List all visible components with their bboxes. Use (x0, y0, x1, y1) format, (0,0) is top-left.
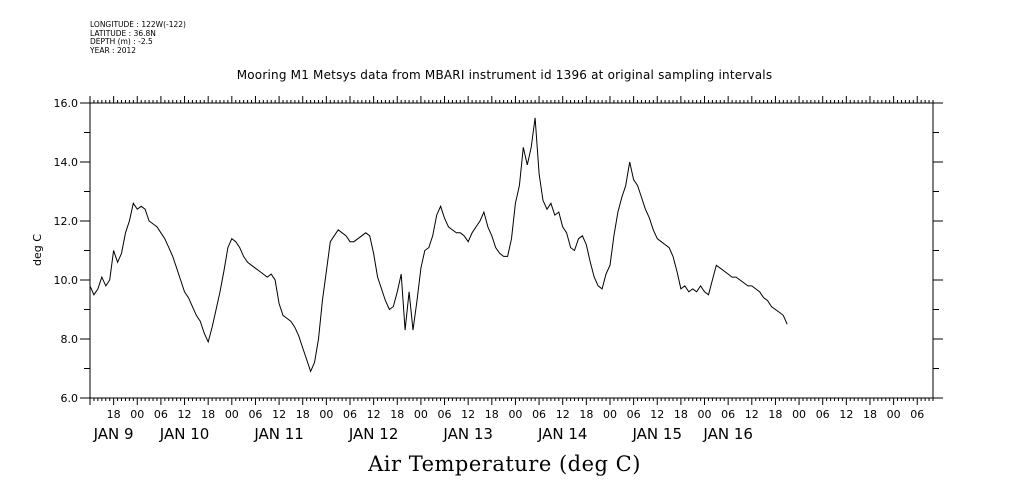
x-tick-label: 00 (414, 408, 428, 421)
x-day-label: JAN 11 (253, 425, 304, 443)
x-tick-label: 12 (178, 408, 192, 421)
x-day-label: JAN 15 (632, 425, 683, 443)
x-tick-label: 12 (367, 408, 381, 421)
meta-longitude: LONGITUDE : 122W(-122) (90, 20, 186, 29)
x-day-label: JAN 13 (442, 425, 493, 443)
x-tick-label: 12 (839, 408, 853, 421)
x-tick-label: 06 (532, 408, 546, 421)
x-tick-label: 00 (225, 408, 239, 421)
y-tick-label: 10.0 (54, 274, 79, 287)
y-tick-label: 16.0 (54, 97, 79, 110)
y-tick-label: 6.0 (61, 392, 79, 405)
meta-year: YEAR : 2012 (90, 45, 137, 55)
x-tick-label: 00 (319, 408, 333, 421)
meta-depth: DEPTH (m) : -2.5 (90, 37, 153, 47)
x-tick-label: 18 (485, 408, 499, 421)
series-line (89, 117, 788, 373)
x-tick-label: 12 (745, 408, 759, 421)
chart-title: Mooring M1 Metsys data from MBARI instru… (236, 68, 773, 82)
x-day-label: JAN 16 (702, 425, 753, 443)
x-tick-label: 12 (272, 408, 286, 421)
x-tick-label: 12 (461, 408, 475, 421)
x-tick-label: 18 (768, 408, 782, 421)
x-tick-label: 06 (248, 408, 262, 421)
x-tick-label: 06 (721, 408, 735, 421)
x-day-label: JAN 9 (93, 425, 134, 443)
x-tick-label: 18 (201, 408, 215, 421)
x-tick-label: 18 (674, 408, 688, 421)
x-tick-label: 18 (296, 408, 310, 421)
x-tick-label: 00 (508, 408, 522, 421)
x-tick-label: 06 (816, 408, 830, 421)
y-tick-label: 8.0 (61, 333, 79, 346)
x-tick-label: 18 (863, 408, 877, 421)
variable-label: Air Temperature (deg C) (368, 452, 641, 476)
x-tick-label: 18 (579, 408, 593, 421)
x-tick-label: 00 (603, 408, 617, 421)
x-tick-label: 06 (154, 408, 168, 421)
y-tick-label: 14.0 (54, 156, 79, 169)
plot-frame (89, 102, 934, 399)
x-tick-label: 06 (343, 408, 357, 421)
metadata-block: LONGITUDE : 122W(-122) LATITUDE : 36.8N … (90, 20, 186, 55)
x-tick-label: 06 (627, 408, 641, 421)
x-day-label: JAN 10 (159, 425, 210, 443)
y-tick-label: 12.0 (54, 215, 79, 228)
x-tick-label: 12 (650, 408, 664, 421)
x-tick-label: 06 (438, 408, 452, 421)
x-tick-label: 18 (390, 408, 404, 421)
x-tick-label: 00 (698, 408, 712, 421)
x-day-label: JAN 14 (537, 425, 588, 443)
x-tick-label: 12 (556, 408, 570, 421)
x-tick-label: 00 (130, 408, 144, 421)
x-tick-label: 00 (792, 408, 806, 421)
x-tick-label: 18 (107, 408, 121, 421)
x-tick-label: 00 (887, 408, 901, 421)
x-day-label: JAN 12 (348, 425, 399, 443)
y-axis-label: deg C (31, 234, 44, 266)
x-tick-label: 06 (910, 408, 924, 421)
meta-latitude: LATITUDE : 36.8N (90, 28, 156, 38)
